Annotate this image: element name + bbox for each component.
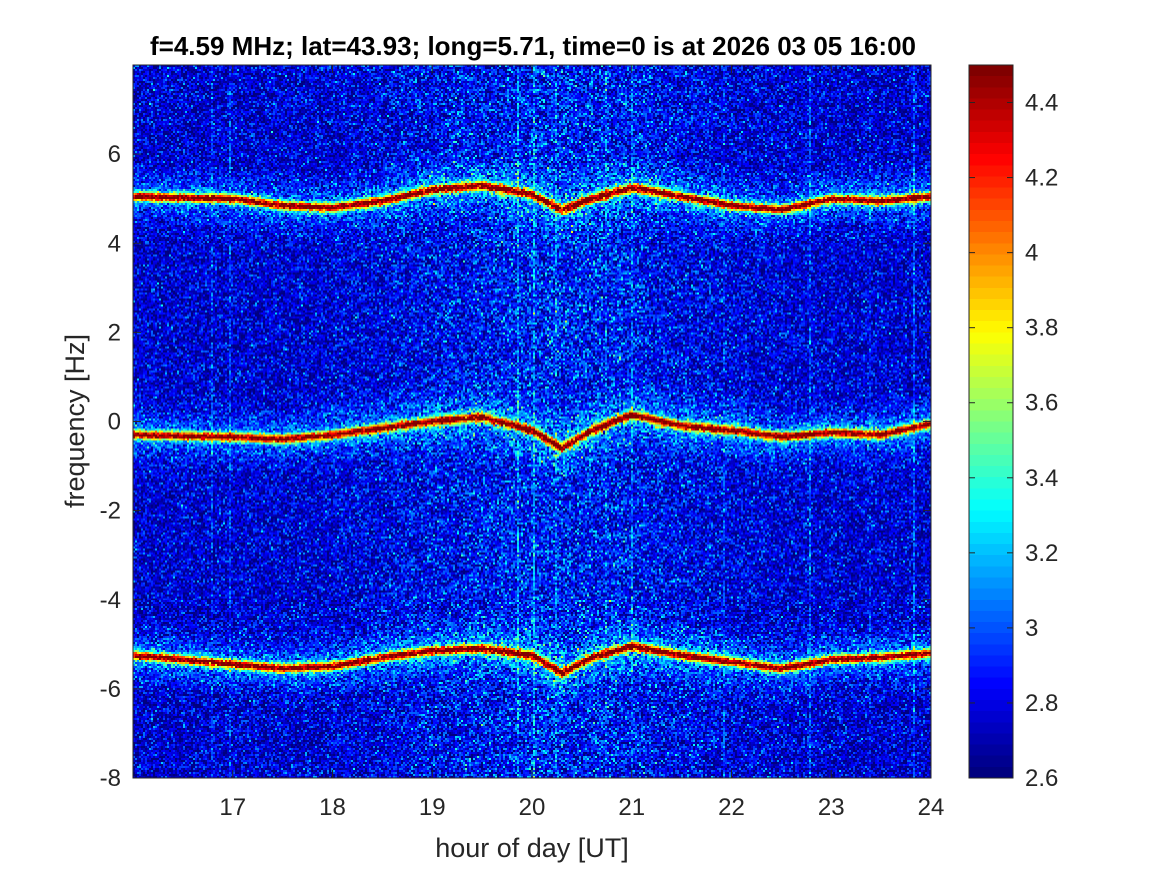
y-tick-label: -8 xyxy=(100,765,121,792)
colorbar-tick-label: 2.8 xyxy=(1025,690,1058,717)
x-tick-label: 20 xyxy=(519,794,546,821)
y-axis-label: frequency [Hz] xyxy=(60,334,90,508)
x-axis-label: hour of day [UT] xyxy=(435,833,629,863)
colorbar-tick-label: 4.4 xyxy=(1025,90,1058,117)
colorbar-axis: 2.6 2.8 3 3.2 3.4 3.6 3.8 4 4.2 4.4 xyxy=(969,90,1058,792)
y-tick-label: 6 xyxy=(108,141,121,168)
x-tick-label: 18 xyxy=(319,794,346,821)
y-tick-label: -2 xyxy=(100,498,121,525)
colorbar-tick-label: 3.2 xyxy=(1025,540,1058,567)
x-tick-label: 19 xyxy=(419,794,446,821)
colorbar-tick-label: 3 xyxy=(1025,615,1038,642)
heatmap-plot-area xyxy=(133,65,931,778)
x-tick-label: 22 xyxy=(718,794,745,821)
x-tick-label: 21 xyxy=(618,794,645,821)
chart-title: f=4.59 MHz; lat=43.93; long=5.71, time=0… xyxy=(150,31,916,61)
colorbar-tick-label: 3.6 xyxy=(1025,390,1058,417)
y-tick-label: 0 xyxy=(108,409,121,436)
colorbar-frame xyxy=(968,64,1014,779)
y-tick-label: -6 xyxy=(100,676,121,703)
x-axis: 17 18 19 20 21 22 23 24 xyxy=(219,65,944,821)
x-tick-label: 23 xyxy=(818,794,845,821)
colorbar-tick-label: 4.2 xyxy=(1025,165,1058,192)
colorbar-tick-label: 4 xyxy=(1025,240,1038,267)
y-tick-label: 2 xyxy=(108,319,121,346)
colorbar-tick-label: 3.8 xyxy=(1025,315,1058,342)
x-tick-label: 17 xyxy=(219,794,246,821)
x-tick-label: 24 xyxy=(918,794,945,821)
y-axis: -8 -6 -4 -2 0 2 4 6 xyxy=(100,141,931,792)
y-tick-label: 4 xyxy=(108,230,121,257)
colorbar-tick-label: 3.4 xyxy=(1025,465,1058,492)
colorbar xyxy=(969,65,1013,778)
colorbar-tick-label: 2.6 xyxy=(1025,765,1058,792)
y-tick-label: -4 xyxy=(100,587,121,614)
